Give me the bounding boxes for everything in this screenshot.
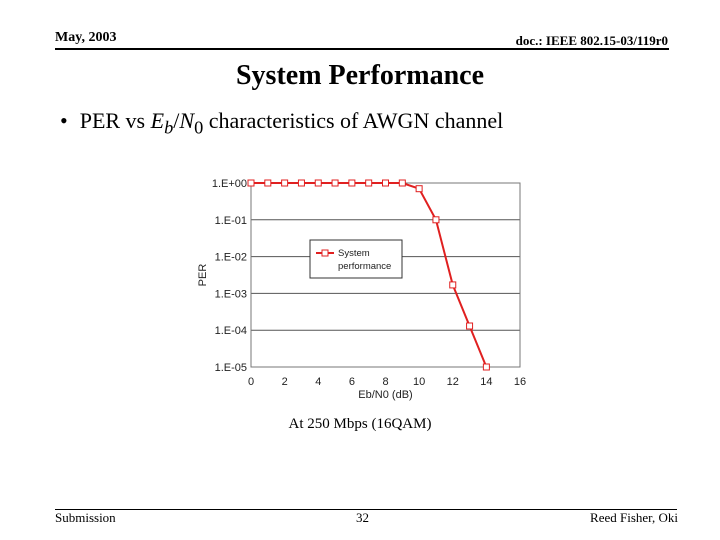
- bullet-icon: •: [60, 108, 68, 133]
- series-markers: [247, 179, 490, 371]
- x-tick-labels: 0 2 4 6 8 10 12 14 16: [248, 376, 526, 388]
- y-tick-label: 1.E+00: [212, 178, 247, 190]
- chart-caption: At 250 Mbps (16QAM): [288, 416, 432, 432]
- footer-author: Reed Fisher, Oki: [590, 510, 678, 525]
- legend-marker-sample: [321, 249, 329, 257]
- y-axis-label: PER: [197, 264, 209, 287]
- x-tick-label: 12: [447, 376, 459, 388]
- bullet-point: • PER vs Eb/N0 characteristics of AWGN ch…: [60, 108, 503, 138]
- header-doc-id: doc.: IEEE 802.15-03/119r0: [515, 33, 668, 48]
- x-tick-label: 4: [315, 376, 321, 388]
- x-tick-label: 6: [349, 376, 355, 388]
- data-point-marker: [264, 179, 272, 187]
- data-point-marker: [482, 363, 490, 371]
- data-point-marker: [466, 322, 474, 330]
- page-number: 32: [356, 510, 369, 525]
- data-point-marker: [398, 179, 406, 187]
- per-chart: 1.E+00 1.E-01 1.E-02 1.E-03 1.E-04 1.E-05 0 2 4…: [197, 178, 526, 401]
- data-point-marker: [365, 179, 373, 187]
- bullet-n0: N: [179, 108, 195, 133]
- y-tick-label: 1.E-01: [215, 215, 247, 227]
- chart-legend: System performance: [309, 239, 403, 279]
- data-point-marker: [314, 179, 322, 187]
- header-divider: [55, 48, 669, 50]
- data-point-marker: [247, 179, 255, 187]
- slide-title: System Performance: [235, 60, 484, 91]
- x-tick-label: 2: [282, 376, 288, 388]
- bullet-text-post: characteristics of AWGN channel: [203, 108, 504, 133]
- legend-label-line1: System: [338, 248, 370, 259]
- x-tick-label: 16: [514, 376, 526, 388]
- y-tick-label: 1.E-03: [215, 288, 247, 300]
- bullet-n0-sub: 0: [194, 117, 204, 138]
- x-axis-label: Eb/N0 (dB): [358, 389, 412, 401]
- data-point-marker: [348, 179, 356, 187]
- header-date: May, 2003: [55, 30, 117, 45]
- x-tick-label: 10: [413, 376, 425, 388]
- x-tick-label: 0: [248, 376, 254, 388]
- x-tick-label: 8: [382, 376, 388, 388]
- data-point-marker: [281, 179, 289, 187]
- data-point-marker: [415, 185, 423, 193]
- y-tick-label: 1.E-05: [215, 362, 247, 374]
- x-tick-label: 14: [480, 376, 492, 388]
- data-point-marker: [449, 281, 457, 289]
- footer-divider: [55, 509, 677, 510]
- footer-submission: Submission: [55, 510, 116, 525]
- legend-label-line2: performance: [338, 261, 391, 272]
- data-point-marker: [297, 179, 305, 187]
- y-tick-labels: 1.E+00 1.E-01 1.E-02 1.E-03 1.E-04 1.E-05: [212, 178, 247, 374]
- bullet-text-pre: PER vs: [79, 108, 151, 133]
- y-tick-label: 1.E-02: [215, 252, 247, 264]
- legend-box: [309, 239, 403, 279]
- data-point-marker: [382, 179, 389, 187]
- bullet-slash: /: [173, 108, 180, 133]
- data-point-marker: [331, 179, 339, 187]
- bullet-eb: Eb: [150, 108, 174, 138]
- y-tick-label: 1.E-04: [215, 325, 247, 337]
- data-point-marker: [432, 216, 440, 224]
